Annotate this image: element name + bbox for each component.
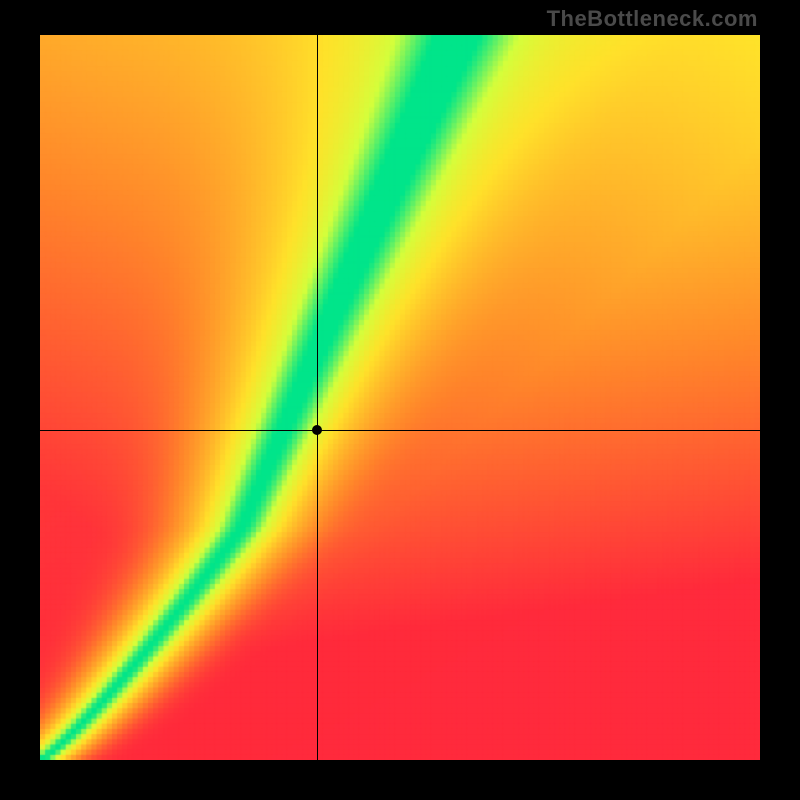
heatmap-plot — [40, 35, 760, 760]
watermark-text: TheBottleneck.com — [547, 6, 758, 32]
crosshair-horizontal — [40, 430, 760, 431]
heatmap-canvas — [40, 35, 760, 760]
crosshair-vertical — [317, 35, 318, 760]
